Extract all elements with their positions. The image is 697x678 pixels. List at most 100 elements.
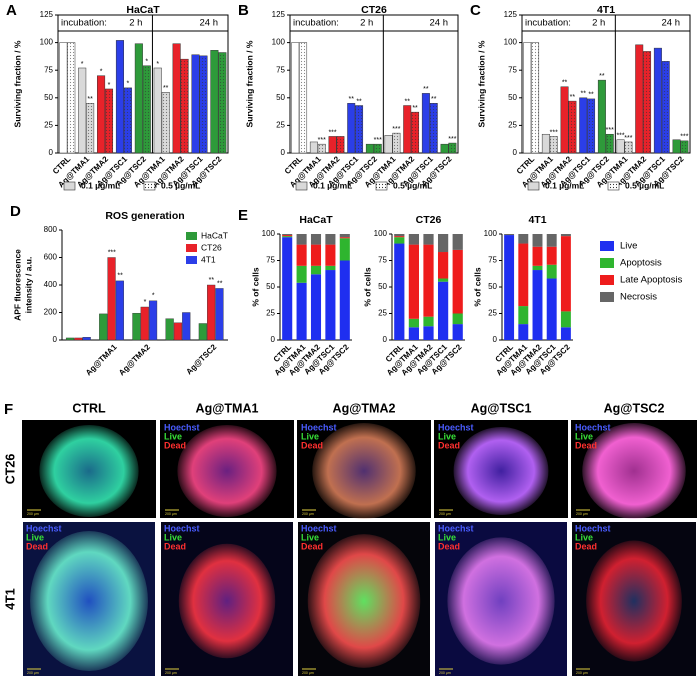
bar-pattern: [392, 133, 401, 153]
scale-bar-label: 200 µm: [576, 671, 588, 675]
legend-label: 4T1: [201, 254, 216, 264]
y-tick-label: 0: [513, 148, 518, 157]
bar: [635, 44, 644, 154]
bar-pattern: [587, 98, 595, 153]
bar: [597, 79, 606, 154]
bar: [78, 67, 87, 154]
bar: [210, 50, 219, 154]
bar-pattern: [143, 65, 151, 153]
bar-pattern: [299, 42, 307, 153]
y-tick-label: 25: [508, 121, 517, 130]
image-border: [160, 521, 294, 677]
stain-label: Dead: [26, 541, 48, 551]
stain-label: Live: [438, 532, 456, 542]
bar-segment: [394, 243, 405, 340]
bar-segment: [394, 236, 405, 238]
bar-segment: [394, 234, 405, 237]
bar: [616, 139, 625, 154]
significance: **: [581, 91, 587, 98]
legend-label: Late Apoptosis: [620, 275, 683, 286]
column-heading: Ag@TSC2: [604, 401, 665, 415]
bar: [672, 139, 681, 154]
y-tick-label: 50: [44, 93, 53, 102]
significance: ***: [392, 126, 400, 133]
y-axis-label: % of cells: [362, 267, 372, 306]
bar: [134, 43, 143, 154]
bar-segment: [296, 244, 307, 266]
significance: **: [349, 96, 355, 103]
scale-bar-label: 200 µm: [439, 512, 451, 516]
bar-segment: [325, 234, 336, 245]
legend-label: Live: [620, 241, 637, 252]
panel-label: B: [238, 2, 249, 19]
bar-segment: [452, 234, 463, 250]
bar-segment: [546, 234, 557, 247]
bar-segment: [546, 278, 557, 340]
bar-segment: [423, 316, 434, 327]
stain-label: Hoechst: [301, 523, 337, 533]
bar: [653, 47, 662, 154]
significance: **: [356, 98, 362, 105]
bar-segment: [282, 237, 293, 340]
y-tick-label: 600: [44, 253, 58, 262]
stain-label: Dead: [575, 440, 597, 450]
bar-segment: [437, 252, 449, 279]
bar-pattern: [374, 144, 382, 153]
y-tick-label: 0: [383, 335, 388, 344]
stain-label: Dead: [164, 440, 186, 450]
stain-label: Dead: [301, 541, 323, 551]
bar: [153, 67, 162, 154]
bar-segment: [310, 265, 322, 275]
chart-title: 4T1: [528, 214, 546, 226]
bar-pattern: [318, 144, 326, 153]
legend-swatch: [527, 181, 540, 191]
y-tick-label: 125: [504, 10, 518, 19]
bar-segment: [560, 234, 571, 237]
x-tick-label: Ag@TSC2: [184, 342, 218, 376]
stain-label: Hoechst: [26, 523, 62, 533]
significance: **: [588, 92, 594, 99]
bar: [115, 280, 124, 341]
significance: **: [117, 273, 123, 280]
legend-swatch: [600, 258, 614, 268]
bar: [198, 323, 207, 341]
legend-label: 0.5 µg/mL: [625, 180, 664, 190]
y-tick-label: 100: [484, 229, 498, 238]
bar: [191, 54, 200, 154]
y-tick-label: 0: [493, 335, 498, 344]
y-tick-label: 25: [44, 121, 53, 130]
significance: **: [599, 73, 605, 80]
stain-label: Live: [438, 431, 456, 441]
stain-label: Hoechst: [301, 422, 337, 432]
legend-label: 0.1 µg/mL: [313, 180, 352, 190]
stain-label: Hoechst: [164, 422, 200, 432]
bar-segment: [423, 234, 434, 245]
scale-bar-label: 200 µm: [302, 512, 314, 516]
bar-pattern: [662, 61, 670, 154]
bar-segment: [339, 260, 350, 340]
bar-segment: [437, 278, 449, 282]
chart-title: ROS generation: [105, 210, 184, 222]
legend-swatch: [600, 292, 614, 302]
y-tick-label: 0: [271, 335, 276, 344]
significance: ***: [374, 137, 382, 144]
legend-swatch: [600, 275, 614, 285]
y-axis-label: Surviving fraction / %: [476, 40, 486, 127]
stain-label: Hoechst: [164, 523, 200, 533]
x-tick-label: Ag@TMA1: [84, 342, 119, 377]
y-axis-label: Surviving fraction / %: [12, 40, 22, 127]
significance: **: [87, 96, 93, 103]
legend-label: 0.5 µg/mL: [161, 180, 200, 190]
incubation-label: incubation:: [525, 18, 571, 29]
significance: ***: [318, 137, 326, 144]
y-tick-label: 50: [266, 282, 275, 291]
incubation-label: incubation:: [61, 18, 107, 29]
significance: **: [209, 277, 215, 284]
bar-segment: [282, 236, 293, 238]
bar-segment: [394, 237, 405, 244]
spheroid: [39, 425, 139, 517]
bar: [99, 313, 108, 341]
bar-pattern: [643, 51, 651, 153]
legend-swatch: [600, 241, 614, 251]
y-tick-label: 25: [378, 309, 387, 318]
